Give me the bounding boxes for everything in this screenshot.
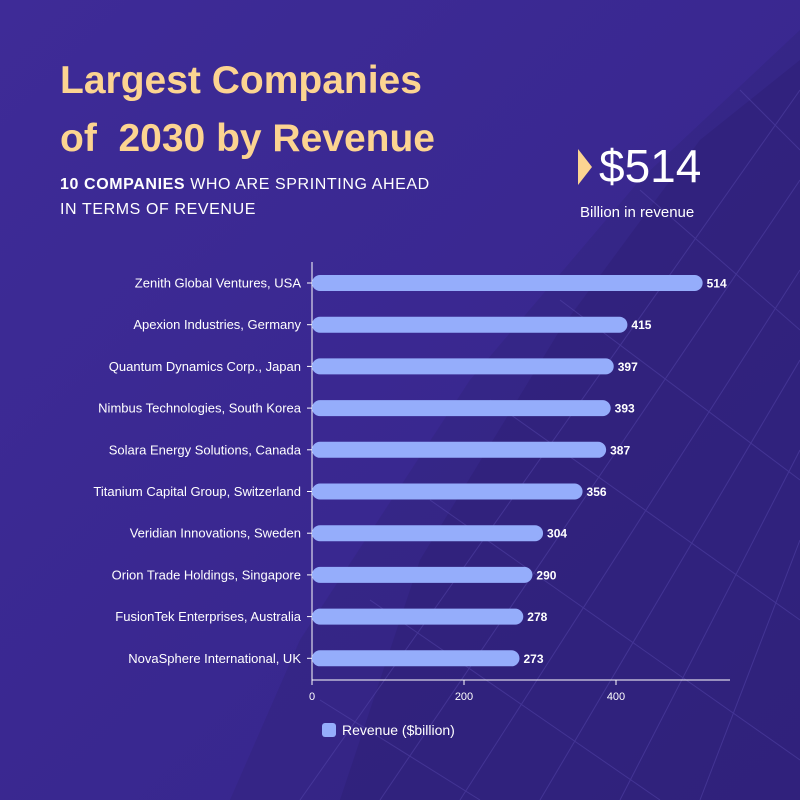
bar <box>312 483 583 500</box>
category-label: Nimbus Technologies, South Korea <box>98 401 302 416</box>
play-arrow-icon <box>578 149 592 185</box>
category-label: Orion Trade Holdings, Singapore <box>112 567 301 582</box>
category-label: Zenith Global Ventures, USA <box>135 276 302 291</box>
legend-label: Revenue ($billion) <box>342 722 455 738</box>
data-label: 278 <box>527 610 547 624</box>
data-label: 273 <box>523 652 543 666</box>
category-label: Quantum Dynamics Corp., Japan <box>109 359 301 374</box>
kpi-callout: $514 Billion in revenue <box>575 140 735 230</box>
chart-subtitle: 10 COMPANIES WHO ARE SPRINTING AHEAD IN … <box>60 172 440 222</box>
x-tick-label: 0 <box>309 691 315 703</box>
x-tick-label: 200 <box>455 691 473 703</box>
bar <box>312 316 628 333</box>
data-label: 415 <box>631 318 651 332</box>
bar <box>312 608 524 625</box>
data-label: 356 <box>587 485 607 499</box>
kpi-value: $514 <box>599 140 702 192</box>
category-label: Apexion Industries, Germany <box>133 317 301 332</box>
title-line-2: of 2030 by Revenue <box>60 117 435 160</box>
title-line-1: Largest Companies <box>60 59 422 102</box>
legend-swatch <box>322 723 336 737</box>
subtitle-text: WHO ARE SPRINTING AHEAD IN TERMS OF REVE… <box>60 176 430 218</box>
category-label: FusionTek Enterprises, Australia <box>115 609 301 624</box>
x-tick-label: 400 <box>607 691 625 703</box>
category-label: Veridian Innovations, Sweden <box>130 526 301 541</box>
subtitle-emphasis: 10 COMPANIES <box>60 176 186 193</box>
data-label: 290 <box>536 568 556 582</box>
bar <box>312 441 607 458</box>
data-label: 397 <box>618 360 638 374</box>
bar <box>312 650 520 667</box>
chart-title: Largest Companies of 2030 by Revenue <box>60 52 540 168</box>
category-label: NovaSphere International, UK <box>128 651 301 666</box>
kpi-caption: Billion in revenue <box>580 204 695 221</box>
category-label: Titanium Capital Group, Switzerland <box>93 484 301 499</box>
bar <box>312 525 544 542</box>
chart-legend[interactable]: Revenue ($billion) <box>322 721 455 739</box>
data-label: 304 <box>547 527 567 541</box>
data-label: 514 <box>707 277 727 291</box>
bar <box>312 400 611 417</box>
bar <box>312 566 533 583</box>
bar <box>312 358 614 375</box>
bar <box>312 275 703 291</box>
data-label: 387 <box>610 443 630 457</box>
data-label: 393 <box>615 402 635 416</box>
category-label: Solara Energy Solutions, Canada <box>109 442 302 457</box>
